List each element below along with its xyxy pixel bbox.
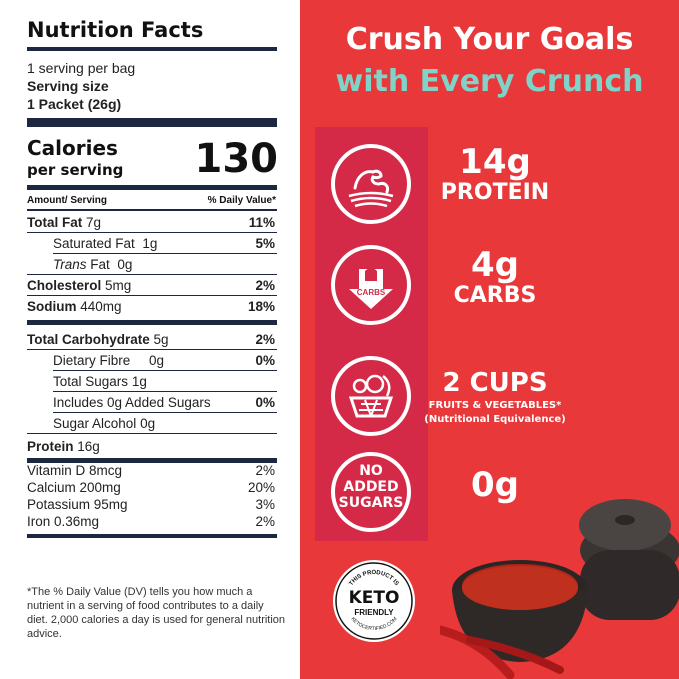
no-added-line-3: SUGARS — [338, 495, 404, 511]
trans-fat-label: Fat — [90, 257, 110, 272]
sodium-amount: 440mg — [80, 299, 122, 314]
potassium-row: Potassium 95mg 3% — [27, 494, 277, 515]
svg-text:KETOCERTIFIED.COM: KETOCERTIFIED.COM — [349, 616, 398, 632]
potassium-dv: 3% — [255, 497, 275, 512]
servings-per-container: 1 serving per bag — [27, 60, 136, 76]
svg-text:THIS PRODUCT IS: THIS PRODUCT IS — [348, 570, 399, 587]
saturated-fat-row: Saturated Fat 1g 5% — [27, 233, 277, 254]
dietary-fibre-dv: 0% — [255, 353, 275, 368]
calories-label: Calories — [27, 136, 118, 160]
total-carb-row: Total Carbohydrate 5g 2% — [27, 329, 277, 350]
divider-thick — [27, 458, 277, 463]
divider — [27, 47, 277, 51]
potassium-label: Potassium 95mg — [27, 497, 128, 512]
nutrition-facts-panel: Nutrition Facts 1 serving per bag Servin… — [0, 0, 300, 679]
divider — [27, 534, 277, 538]
keto-arc-bottom: KETOCERTIFIED.COM — [349, 616, 398, 632]
daily-value-footnote: *The % Daily Value (DV) tells you how mu… — [27, 586, 286, 640]
keto-sub-text: FRIENDLY — [354, 608, 394, 617]
sodium-row: Sodium 440mg 18% — [27, 296, 277, 317]
total-carb-amount: 5g — [153, 332, 169, 347]
nutrition-title: Nutrition Facts — [27, 18, 204, 42]
cholesterol-dv: 2% — [255, 278, 275, 293]
sauce-bowls-image — [440, 499, 679, 679]
cholesterol-row: Cholesterol 5mg 2% — [27, 275, 277, 296]
fruit-basket-icon — [331, 356, 411, 436]
total-fat-amount: 7g — [86, 215, 102, 230]
dietary-fibre-label: Dietary Fibre — [53, 353, 131, 368]
saturated-fat-label: Saturated Fat — [53, 236, 135, 251]
amount-header: Amount/ Serving — [27, 195, 108, 206]
dietary-fibre-amount: 0g — [149, 353, 165, 368]
no-added-line-1: NO — [359, 463, 383, 479]
promo-panel: Crush Your Goals with Every Crunch 14g P… — [300, 0, 679, 679]
calories-sub-label: per serving — [27, 161, 124, 179]
headline-secondary: with Every Crunch — [335, 64, 644, 99]
trans-fat-row: Trans Fat 0g — [27, 254, 277, 275]
calcium-dv: 20% — [247, 480, 275, 495]
keto-main-text: KETO — [348, 588, 400, 608]
calcium-label: Calcium 200mg — [27, 480, 121, 495]
vitamin-d-label: Vitamin D 8mcg — [27, 463, 123, 478]
cholesterol-amount: 5mg — [105, 278, 132, 293]
divider-thick — [27, 118, 277, 127]
keto-arc-top: THIS PRODUCT IS — [348, 570, 399, 587]
fruits-stat-note: (Nutritional Equivalence) — [424, 414, 566, 425]
headline-primary: Crush Your Goals — [345, 22, 634, 57]
total-carb-dv: 2% — [255, 332, 275, 347]
cholesterol-label: Cholesterol — [27, 278, 102, 293]
carbs-stat-value: 4g — [471, 245, 519, 285]
divider — [27, 209, 277, 211]
sugar-alcohol-row: Sugar Alcohol 0g — [27, 413, 277, 434]
iron-label: Iron 0.36mg — [27, 514, 100, 529]
sugar-alcohol-amount: 0g — [140, 416, 156, 431]
trans-fat-amount: 0g — [117, 257, 133, 272]
protein-amount: 16g — [77, 439, 100, 454]
vitamin-d-row: Vitamin D 8mcg 2% — [27, 460, 277, 481]
fruits-stat-label: FRUITS & VEGETABLES* — [428, 400, 562, 411]
dietary-fibre-row: Dietary Fibre 0g 0% — [27, 350, 277, 371]
carbs-stat-label: CARBS — [453, 283, 537, 308]
no-added-sugars-badge: NO ADDED SUGARS — [331, 452, 411, 532]
total-sugars-amount: 1g — [131, 374, 147, 389]
saturated-fat-dv: 5% — [255, 236, 275, 251]
muscle-arm-icon — [331, 144, 411, 224]
no-added-line-2: ADDED — [343, 479, 399, 495]
serving-size-label: Serving size — [27, 78, 109, 94]
fruits-stat-value: 2 CUPS — [442, 368, 548, 398]
protein-stat-value: 14g — [459, 142, 531, 182]
divider — [27, 320, 277, 325]
sugar-alcohol-label: Sugar Alcohol — [53, 416, 137, 431]
added-sugars-stat-value: 0g — [471, 465, 519, 505]
vitamin-d-dv: 2% — [255, 463, 275, 478]
iron-dv: 2% — [255, 514, 275, 529]
saturated-fat-amount: 1g — [142, 236, 158, 251]
total-sugars-row: Total Sugars 1g — [27, 371, 277, 392]
calories-value: 130 — [194, 136, 279, 182]
keto-friendly-seal: THIS PRODUCT IS KETOCERTIFIED.COM KETO F… — [333, 560, 415, 642]
added-sugars-dv: 0% — [255, 395, 275, 410]
iron-row: Iron 0.36mg 2% — [27, 511, 277, 532]
total-carb-label: Total Carbohydrate — [27, 332, 150, 347]
carbs-badge-text: CARBS — [357, 288, 386, 297]
bread-down-arrow-icon: CARBS — [331, 245, 411, 325]
sodium-label: Sodium — [27, 299, 77, 314]
calcium-row: Calcium 200mg 20% — [27, 477, 277, 498]
sodium-dv: 18% — [247, 299, 275, 314]
protein-label: Protein — [27, 439, 74, 454]
added-sugars-label: Includes 0g Added Sugars — [53, 395, 211, 410]
protein-row: Protein 16g — [27, 436, 277, 457]
divider — [27, 185, 277, 190]
daily-value-header: % Daily Value* — [207, 195, 276, 206]
total-sugars-label: Total Sugars — [53, 374, 129, 389]
trans-fat-italic: Trans — [53, 257, 87, 272]
protein-stat-label: PROTEIN — [440, 180, 550, 205]
serving-size-value: 1 Packet (26g) — [27, 96, 122, 112]
total-fat-dv: 11% — [248, 215, 275, 230]
total-fat-row: Total Fat 7g 11% — [27, 212, 277, 233]
total-fat-label: Total Fat — [27, 215, 83, 230]
added-sugars-row: Includes 0g Added Sugars 0% — [27, 392, 277, 413]
